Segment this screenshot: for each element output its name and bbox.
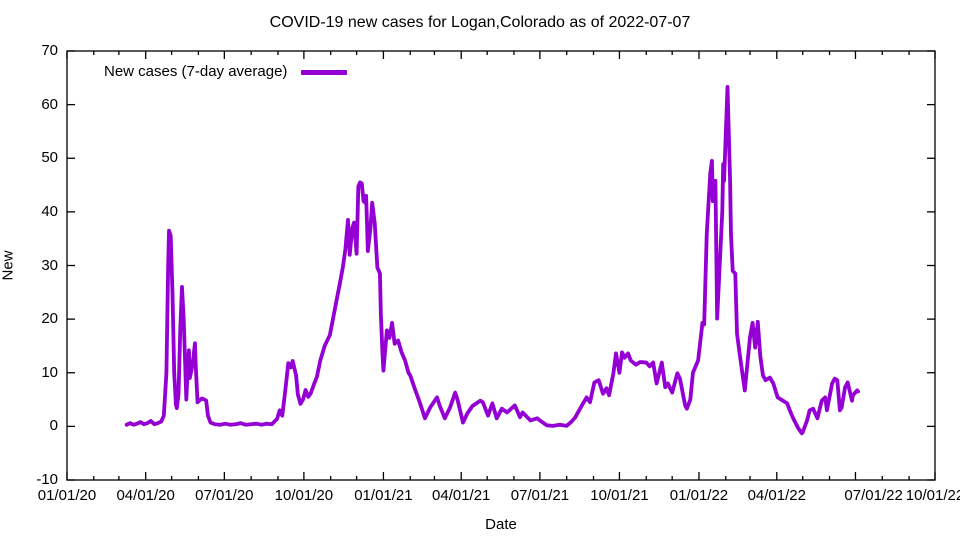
x-tick-label: 04/01/20 <box>116 487 175 504</box>
x-tick-label: 07/01/20 <box>195 487 254 504</box>
x-tick-label: 04/01/21 <box>432 487 491 504</box>
x-tick-label: 07/01/22 <box>844 487 903 504</box>
chart-title: COVID-19 new cases for Logan,Colorado as… <box>269 14 691 31</box>
x-tick-label: 01/01/20 <box>37 487 97 504</box>
x-tick-label: 10/01/22 <box>905 487 960 504</box>
y-tick-label: 30 <box>41 256 58 274</box>
y-tick-label: -10 <box>36 471 58 488</box>
x-tick-label: 01/01/21 <box>354 487 413 504</box>
x-tick-label: 07/01/21 <box>510 487 570 504</box>
x-axis-label: Date <box>485 516 517 533</box>
y-tick-label: 50 <box>41 149 58 167</box>
x-tick-label: 10/01/20 <box>274 487 334 504</box>
y-tick-label: 40 <box>41 202 58 220</box>
legend-line-swatch <box>301 69 348 75</box>
x-tick-label: 01/01/22 <box>669 487 729 504</box>
plot-frame <box>66 50 936 481</box>
legend: New cases (7-day average) <box>104 63 348 81</box>
x-tick-label: 10/01/21 <box>590 487 649 504</box>
legend-label: New cases (7-day average) <box>104 63 288 80</box>
y-tick-label: 10 <box>41 363 58 381</box>
series-line <box>124 85 860 436</box>
y-tick-label: 20 <box>41 310 58 328</box>
y-tick-label: 60 <box>41 95 58 113</box>
x-tick-label: 04/01/22 <box>747 487 806 504</box>
y-tick-label: 70 <box>41 42 58 59</box>
y-tick-label: 0 <box>49 417 58 435</box>
